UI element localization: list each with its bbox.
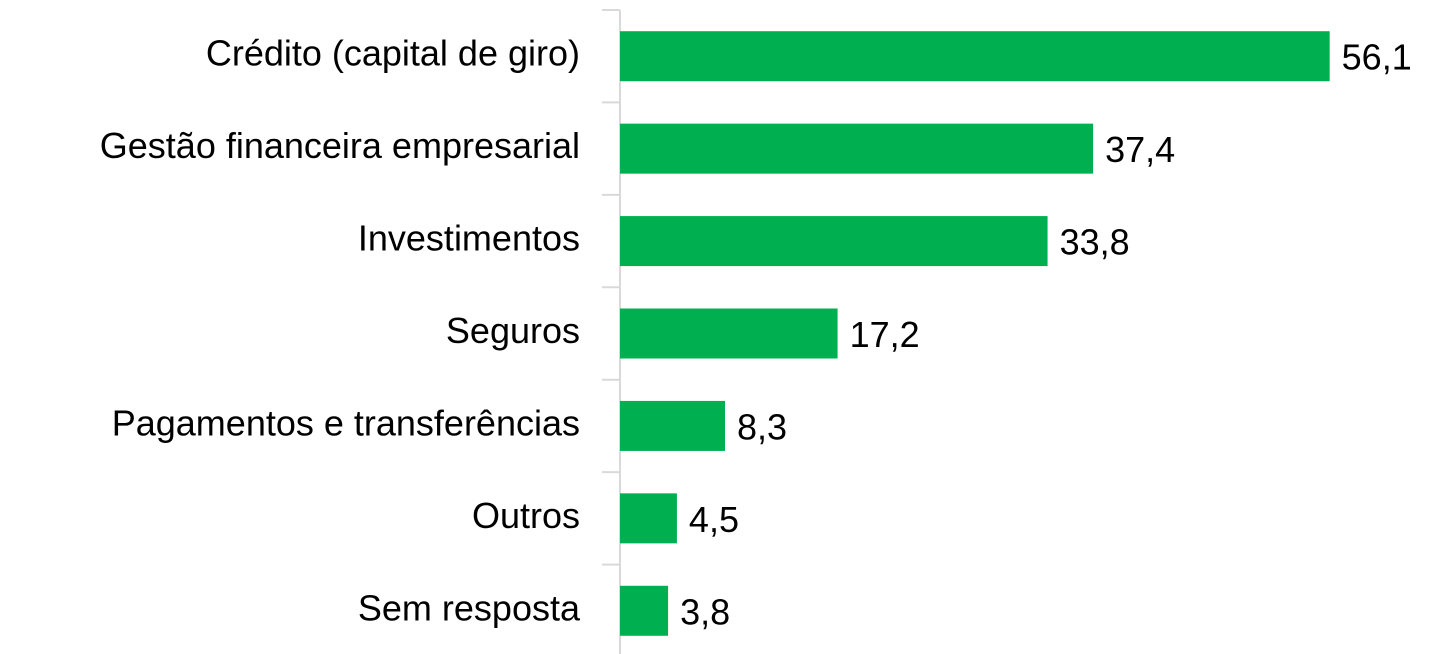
bar — [620, 400, 725, 451]
bar — [620, 31, 1330, 82]
bar — [620, 123, 1094, 174]
bar — [620, 216, 1048, 267]
value-label: 37,4 — [1105, 129, 1175, 170]
value-label: 8,3 — [737, 406, 787, 447]
bar — [620, 585, 669, 636]
category-label: Investimentos — [358, 218, 580, 259]
category-label: Outros — [472, 495, 580, 536]
category-label: Crédito (capital de giro) — [206, 33, 580, 74]
value-label: 56,1 — [1342, 37, 1412, 78]
value-label: 3,8 — [680, 591, 730, 632]
value-label: 33,8 — [1060, 222, 1130, 263]
category-label: Seguros — [446, 310, 580, 351]
category-label: Sem resposta — [358, 587, 581, 628]
category-label: Pagamentos e transferências — [112, 402, 580, 443]
value-label: 17,2 — [850, 314, 920, 355]
value-label: 4,5 — [689, 499, 739, 540]
bar — [620, 308, 838, 359]
bar — [620, 493, 677, 544]
category-label: Gestão financeira empresarial — [100, 125, 580, 166]
